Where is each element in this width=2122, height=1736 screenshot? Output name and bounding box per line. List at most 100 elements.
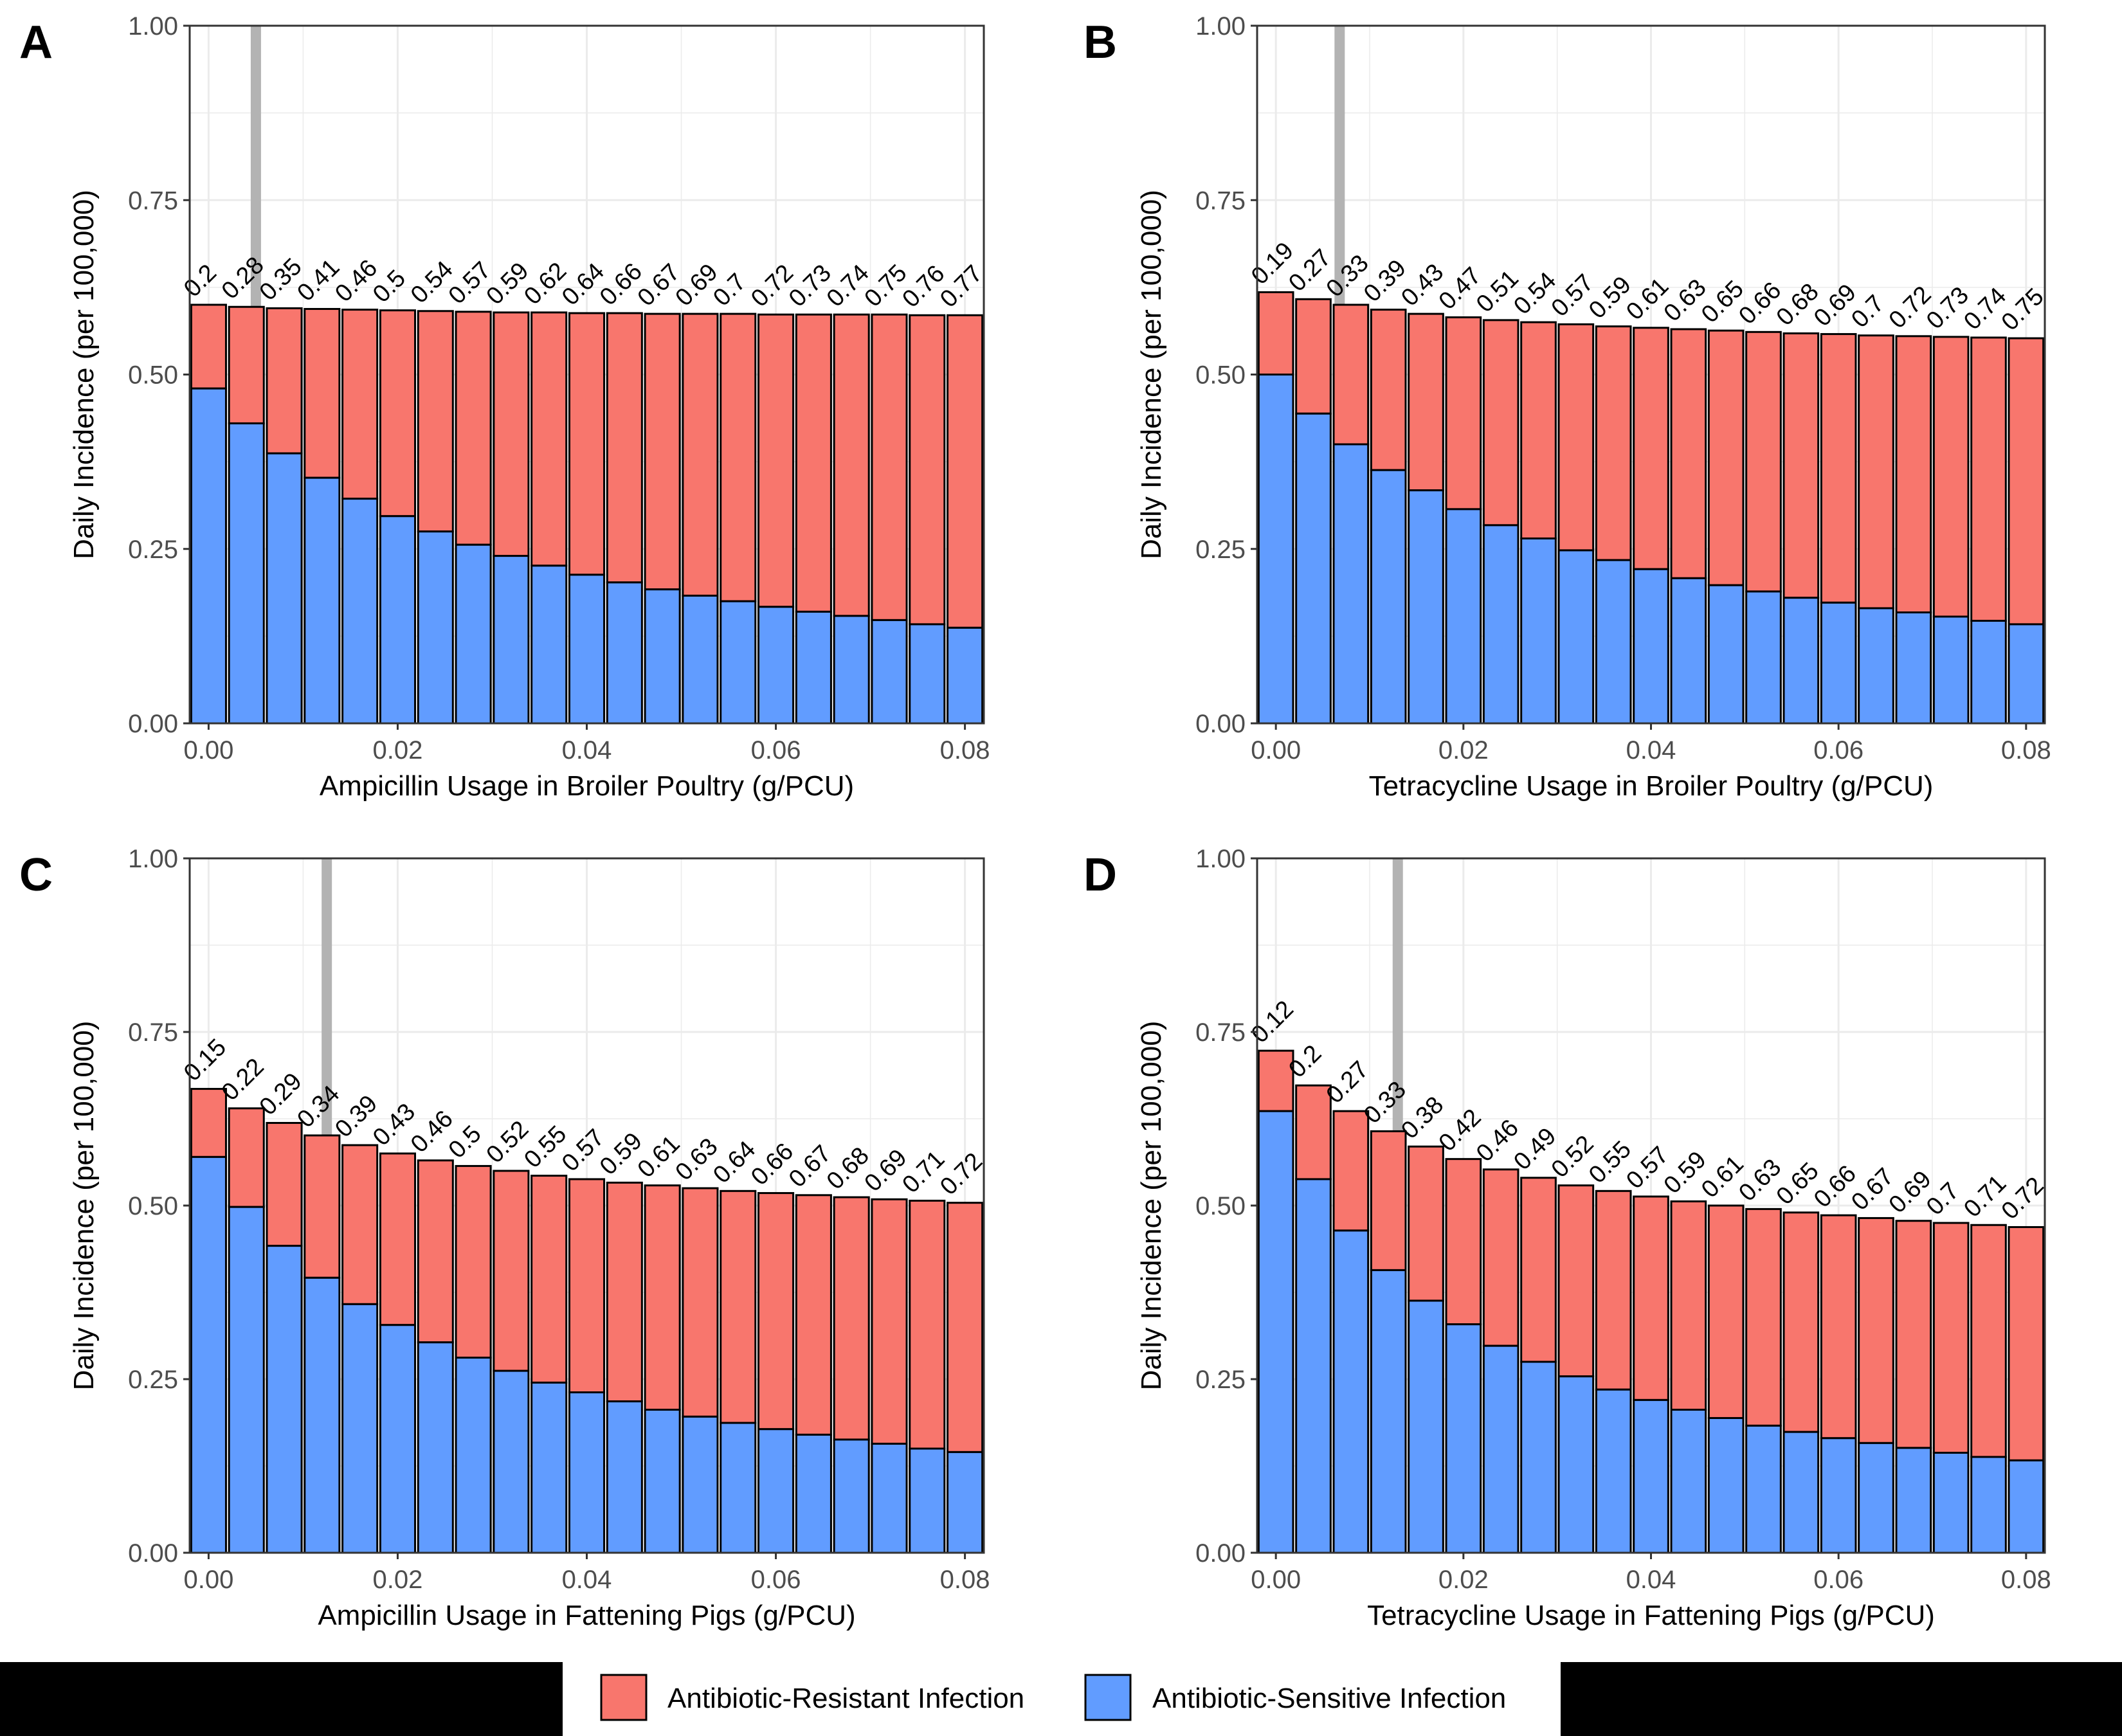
x-tick-label: 0.04 <box>562 736 612 764</box>
legend-black-band-left <box>0 1662 563 1736</box>
y-tick-label: 0.25 <box>128 1366 178 1394</box>
x-axis-title: Tetracycline Usage in Fattening Pigs (g/… <box>1367 1600 1935 1631</box>
bar-resistant <box>2008 1225 2045 1461</box>
bar-sensitive <box>1295 412 1332 725</box>
bar-sensitive <box>1557 1375 1595 1554</box>
bar-resistant <box>1970 336 2007 622</box>
bar-sensitive <box>1858 1442 1894 1554</box>
bar-sensitive <box>1932 615 1970 725</box>
bar-sensitive <box>266 1245 303 1554</box>
legend-swatch <box>600 1674 648 1721</box>
bar-sensitive <box>1257 1110 1294 1554</box>
bar-sensitive <box>1520 537 1557 725</box>
bar-resistant <box>606 1181 643 1403</box>
bar-sensitive <box>379 515 417 725</box>
bar-sensitive <box>833 615 870 725</box>
bar-sensitive <box>644 588 681 725</box>
bar-resistant <box>190 1088 227 1158</box>
bar-resistant <box>871 1198 908 1445</box>
bar-resistant <box>947 314 984 629</box>
y-tick-label: 0.25 <box>1195 1366 1246 1394</box>
x-tick-label: 0.06 <box>1813 736 1864 764</box>
panel-letter: A <box>19 17 53 68</box>
bar-sensitive <box>682 594 719 725</box>
x-tick-label: 0.02 <box>1438 736 1489 764</box>
bar-resistant <box>568 1178 606 1394</box>
bar-sensitive <box>341 1303 379 1554</box>
bar-sensitive <box>1707 584 1745 725</box>
bar-sensitive <box>1557 549 1595 725</box>
bar-resistant <box>1482 1168 1519 1347</box>
x-tick-label: 0.06 <box>751 1566 801 1594</box>
bar-sensitive <box>1858 607 1894 725</box>
bar-resistant <box>1820 333 1857 604</box>
legend-label: Antibiotic-Sensitive Infection <box>1152 1683 1506 1714</box>
y-tick-label: 0.25 <box>1195 536 1246 564</box>
bar-resistant <box>833 313 870 617</box>
bar-resistant <box>1745 330 1782 593</box>
bar-resistant <box>757 1192 795 1431</box>
bar-resistant <box>1408 312 1444 492</box>
panel-letter: C <box>19 849 53 901</box>
bar-sensitive <box>871 619 908 725</box>
bar-resistant <box>1557 1184 1595 1378</box>
bar-sensitive <box>1707 1416 1745 1554</box>
bar-resistant <box>228 305 265 424</box>
bar-sensitive <box>1970 1456 2007 1554</box>
bar-resistant <box>1445 316 1482 511</box>
bar-resistant <box>1707 329 1745 586</box>
bar-resistant <box>1932 1222 1970 1454</box>
y-tick-label: 0.75 <box>1195 186 1246 215</box>
y-axis-title: Daily Incidence (per 100,000) <box>68 1021 100 1391</box>
x-tick-label: 0.08 <box>940 1566 990 1594</box>
bar-sensitive <box>947 1451 984 1554</box>
x-tick-label: 0.08 <box>2001 1566 2051 1594</box>
x-axis-title: Ampicillin Usage in Broiler Poultry (g/P… <box>320 770 854 802</box>
bar-resistant <box>455 1164 492 1359</box>
bar-resistant <box>1257 291 1294 375</box>
bar-sensitive <box>757 606 795 725</box>
y-tick-label: 0.00 <box>128 710 178 738</box>
x-tick-label: 0.00 <box>183 736 233 764</box>
bar-sensitive <box>1482 1344 1519 1554</box>
bar-resistant <box>493 1170 530 1372</box>
bar-sensitive <box>1445 1323 1482 1554</box>
bar-resistant <box>304 1134 341 1279</box>
bar-resistant <box>909 1199 946 1450</box>
bar-resistant <box>833 1196 870 1441</box>
bar-sensitive <box>1295 1178 1332 1554</box>
bar-sensitive <box>1633 1398 1669 1554</box>
bar-sensitive <box>417 530 454 725</box>
x-tick-label: 0.00 <box>1251 736 1301 764</box>
bar-resistant <box>341 1144 379 1305</box>
y-tick-label: 1.00 <box>1195 12 1246 41</box>
bar-sensitive <box>871 1442 908 1554</box>
x-tick-label: 0.08 <box>2001 736 2051 764</box>
bar-resistant <box>795 313 832 613</box>
y-tick-label: 0.50 <box>1195 1192 1246 1220</box>
bar-resistant <box>1482 319 1519 527</box>
bar-sensitive <box>190 1155 227 1554</box>
bar-sensitive <box>493 555 530 725</box>
bar-sensitive <box>2008 623 2045 725</box>
bar-resistant <box>682 312 719 597</box>
x-tick-label: 0.02 <box>373 1566 423 1594</box>
bar-resistant <box>1370 1130 1407 1271</box>
bar-sensitive <box>417 1341 454 1554</box>
y-tick-label: 0.00 <box>1195 710 1246 738</box>
x-tick-label: 0.06 <box>1813 1566 1864 1594</box>
bar-sensitive <box>720 1422 757 1554</box>
y-tick-label: 1.00 <box>1195 845 1246 873</box>
x-tick-label: 0.02 <box>373 736 423 764</box>
bar-resistant <box>720 1189 757 1424</box>
chart-panel-b: 0.190.270.330.390.430.470.510.540.570.59… <box>1084 12 2051 802</box>
bar-resistant <box>1707 1204 1745 1419</box>
bar-resistant <box>1520 1177 1557 1363</box>
bar-resistant <box>417 310 454 533</box>
bar-sensitive <box>720 600 757 725</box>
bar-sensitive <box>493 1370 530 1554</box>
y-tick-label: 0.00 <box>128 1539 178 1568</box>
bar-resistant <box>1858 334 1894 610</box>
bar-sensitive <box>228 1206 265 1554</box>
y-axis-title: Daily Incidence (per 100,000) <box>68 190 100 559</box>
